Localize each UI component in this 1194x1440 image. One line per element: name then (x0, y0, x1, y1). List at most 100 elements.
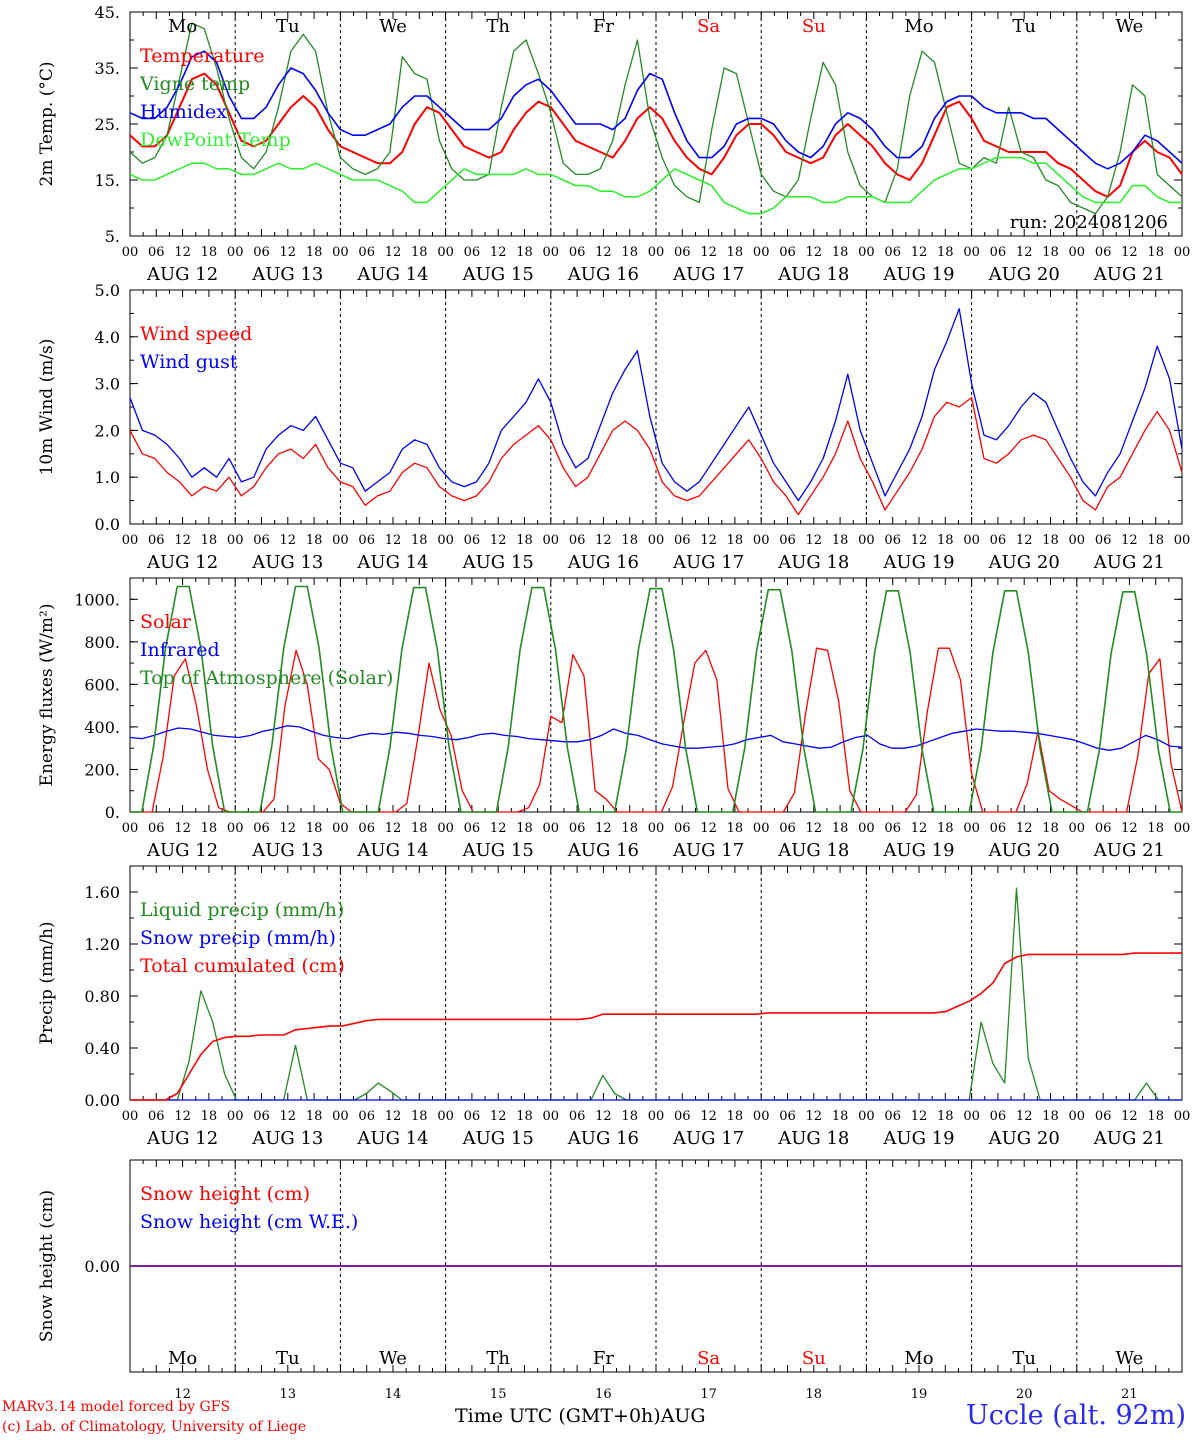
hour-label: 18 (937, 533, 954, 548)
hour-label: 12 (1016, 821, 1033, 836)
hour-label: 00 (437, 821, 454, 836)
hour-label: 06 (253, 1109, 270, 1124)
hour-label: 12 (1016, 245, 1033, 260)
y-tick-label: 200. (84, 760, 120, 779)
hour-label: 06 (569, 533, 586, 548)
legend-entry: DewPoint Temp (140, 129, 291, 151)
hour-label: 18 (306, 821, 323, 836)
y-tick-label: 1000. (74, 590, 120, 609)
hour-label: 12 (806, 245, 823, 260)
hour-label: 18 (832, 1109, 849, 1124)
weekday-label: Su (802, 16, 826, 37)
y-tick-label: 5. (105, 227, 120, 246)
hour-label: 18 (201, 245, 218, 260)
hour-label: 18 (832, 245, 849, 260)
hour-label: 06 (148, 821, 165, 836)
hour-label: 18 (832, 533, 849, 548)
hour-label: 12 (911, 821, 928, 836)
hour-label: 18 (937, 821, 954, 836)
y-tick-label: 3.0 (95, 375, 120, 394)
hour-label: 00 (332, 821, 349, 836)
hour-label: 18 (621, 1109, 638, 1124)
date-label: AUG 12 (146, 1128, 218, 1149)
hour-label: 18 (832, 821, 849, 836)
date-label: AUG 16 (567, 552, 639, 573)
weekday-label: Mo (904, 1348, 933, 1369)
hour-label: 06 (358, 533, 375, 548)
date-label: AUG 18 (777, 1128, 849, 1149)
weekday-label: Th (486, 16, 510, 37)
hour-label: 06 (464, 533, 481, 548)
date-label: AUG 15 (462, 264, 534, 285)
hour-label: 18 (727, 245, 744, 260)
date-label: AUG 19 (882, 264, 954, 285)
panel-1: 5. 15. 25. 35. 45. 2m Temp. (°C) Temperature Vi… (37, 3, 1190, 285)
hour-label: 18 (201, 821, 218, 836)
date-label: AUG 20 (988, 1128, 1060, 1149)
hour-label: 06 (779, 533, 796, 548)
hour-label: 00 (437, 245, 454, 260)
hour-label: 06 (884, 245, 901, 260)
panel-5: 0.00 Snow height (cm) Snow height (cm) Snow… (37, 1159, 1183, 1402)
date-label: AUG 17 (672, 264, 744, 285)
legend-entry: Snow height (cm) (140, 1183, 310, 1205)
hour-label: 00 (858, 245, 875, 260)
date-label: AUG 16 (567, 264, 639, 285)
hour-label: 18 (1042, 821, 1059, 836)
hour-label: 12 (280, 1109, 297, 1124)
hour-label: 00 (858, 1109, 875, 1124)
hour-label: 00 (332, 533, 349, 548)
legend-entry: Vigne temp (139, 73, 250, 95)
hour-label: 06 (674, 1109, 691, 1124)
hour-label: 06 (148, 1109, 165, 1124)
weekday-label: Su (802, 1348, 826, 1369)
day-number-label: 19 (911, 1387, 928, 1402)
hour-label: 12 (385, 1109, 402, 1124)
hour-label: 18 (1147, 821, 1164, 836)
hour-label: 18 (1042, 1109, 1059, 1124)
date-label: AUG 21 (1093, 840, 1165, 861)
date-label: AUG 16 (567, 1128, 639, 1149)
hour-label: 18 (621, 821, 638, 836)
weekday-label: Fr (593, 1348, 614, 1369)
hour-label: 06 (148, 245, 165, 260)
y-tick-label: 25. (95, 115, 120, 134)
y-tick-label: 0. (105, 803, 120, 822)
hour-label: 00 (227, 1109, 244, 1124)
legend-entry: Wind gust (140, 351, 238, 373)
weekday-label: Sa (697, 16, 720, 37)
hour-label: 18 (201, 1109, 218, 1124)
hour-label: 06 (569, 245, 586, 260)
y-tick-label: 4.0 (95, 328, 120, 347)
series-line-3 (130, 952, 1182, 1101)
hour-label: 06 (569, 821, 586, 836)
hour-label: 06 (884, 821, 901, 836)
hour-label: 06 (779, 245, 796, 260)
copyright-credit: (c) Lab. of Climatology, University of L… (2, 1419, 307, 1435)
date-label: AUG 19 (882, 1128, 954, 1149)
date-label: AUG 17 (672, 840, 744, 861)
legend-entry: Snow height (cm W.E.) (140, 1211, 358, 1233)
legend-entry: Snow precip (mm/h) (140, 927, 336, 949)
panel-4: 0.00 0.40 0.80 1.20 1.60 Precip (mm/h) Liquid … (37, 865, 1190, 1149)
hour-label: 18 (411, 1109, 428, 1124)
hour-label: 12 (1121, 533, 1138, 548)
hour-label: 06 (990, 821, 1007, 836)
station-name: Uccle (alt. 92m) (966, 1400, 1186, 1431)
weekday-label: Tu (1012, 16, 1036, 37)
day-number-label: 13 (280, 1387, 297, 1402)
weekday-label: Sa (697, 1348, 720, 1369)
hour-label: 06 (358, 1109, 375, 1124)
date-label: AUG 21 (1093, 1128, 1165, 1149)
day-number-label: 12 (174, 1387, 191, 1402)
hour-label: 18 (306, 533, 323, 548)
hour-label: 00 (753, 821, 770, 836)
hour-label: 00 (332, 245, 349, 260)
date-label: AUG 18 (777, 552, 849, 573)
hour-label: 12 (911, 533, 928, 548)
day-number-label: 21 (1121, 1387, 1138, 1402)
series-line-4 (129, 156, 1182, 215)
weekday-label: We (1116, 1348, 1144, 1369)
hour-label: 12 (174, 1109, 191, 1124)
